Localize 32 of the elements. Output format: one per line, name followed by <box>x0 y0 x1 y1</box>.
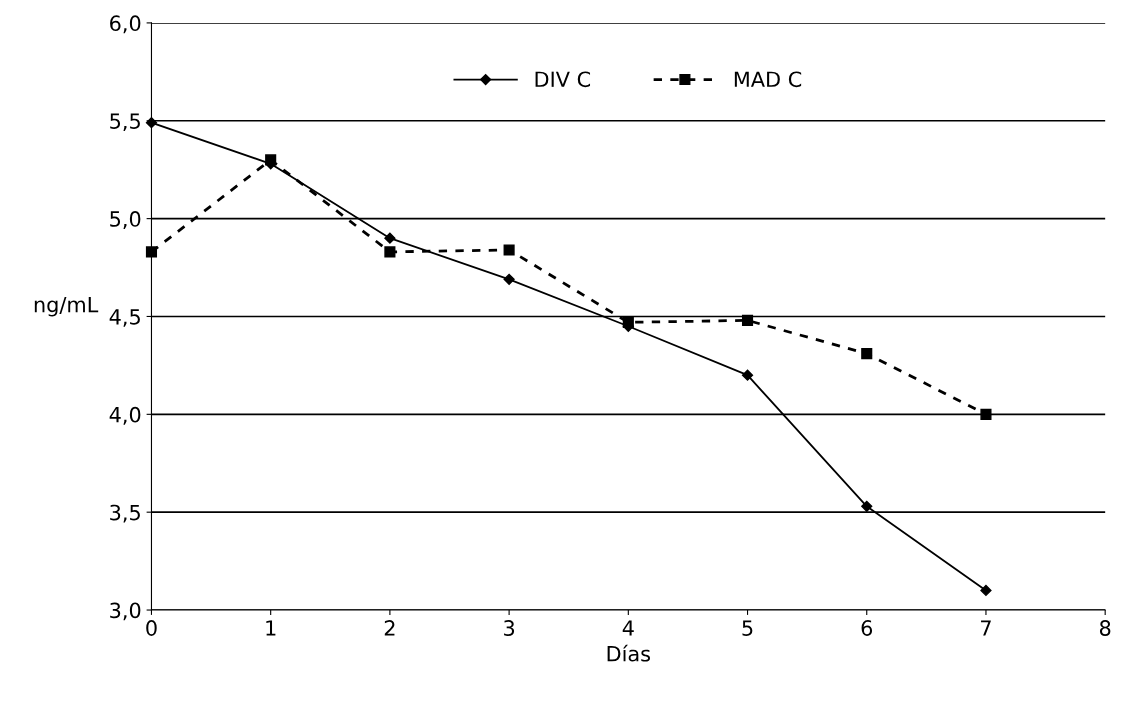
x-tick-label: 4 <box>622 620 634 636</box>
point <box>741 314 754 326</box>
point <box>503 244 515 256</box>
point <box>145 246 158 258</box>
point <box>861 500 873 512</box>
y-tick-label: 5,5 <box>110 113 140 132</box>
point <box>980 408 992 420</box>
point <box>503 273 515 285</box>
x-tick-label: 5 <box>742 620 753 636</box>
point <box>741 369 754 381</box>
point <box>384 232 396 244</box>
y-tick-label: 3,5 <box>110 504 140 523</box>
point <box>980 584 992 597</box>
x-tick-label: 8 <box>1099 620 1111 636</box>
x-tick-label: 6 <box>861 620 873 636</box>
y-tick-label: 3,0 <box>110 602 141 621</box>
x-tick-label: 2 <box>384 620 395 636</box>
x-tick-label: 0 <box>146 620 157 636</box>
x-axis-title: Días <box>607 644 651 662</box>
y-axis-title: ng/mL <box>34 296 99 317</box>
y-tick-label: 4,0 <box>109 406 141 425</box>
x-tick-label: 3 <box>504 620 515 636</box>
point <box>861 348 873 360</box>
point <box>384 246 396 258</box>
y-tick-label: 4,5 <box>109 309 140 327</box>
y-tick-label: 5,0 <box>110 211 141 229</box>
legend-label: MAD C <box>734 71 802 88</box>
legend-label: DIV C <box>535 71 591 88</box>
x-tick-label: 7 <box>981 620 991 636</box>
y-tick-label: 6,0 <box>110 15 141 34</box>
point <box>145 117 158 129</box>
x-tick-label: 1 <box>266 620 276 636</box>
